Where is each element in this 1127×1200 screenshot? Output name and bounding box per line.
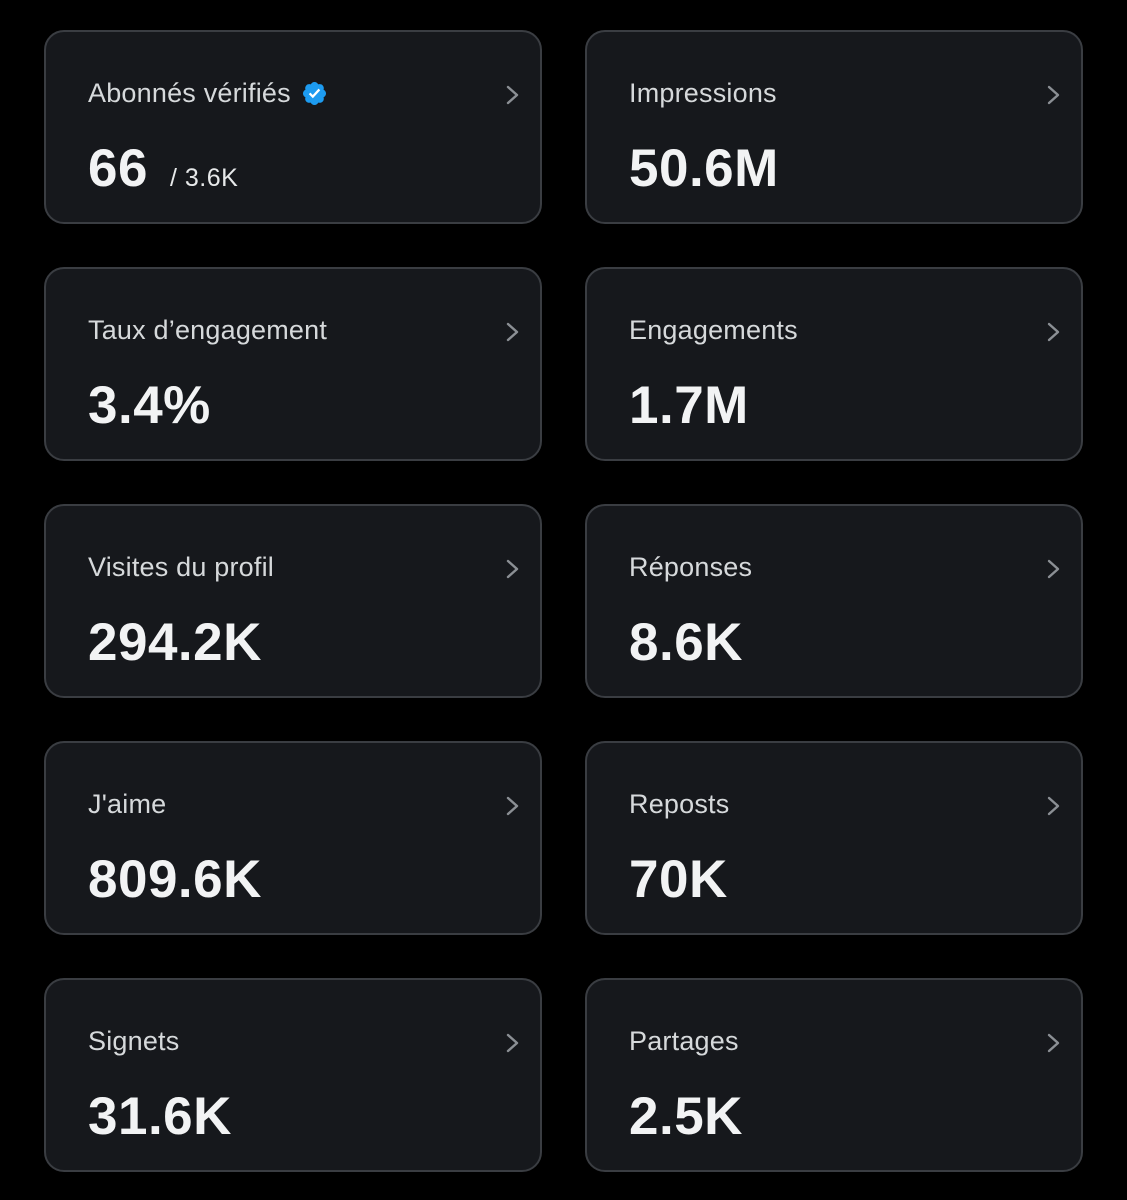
card-value: 294.2K (88, 613, 262, 672)
card-label: Réponses (629, 552, 753, 582)
card-label-row: Abonnés vérifiés (88, 78, 328, 109)
card-label: Visites du profil (88, 552, 274, 582)
card-value-row: 8.6K (629, 612, 743, 673)
card-value-row: 3.4% (88, 375, 211, 436)
chevron-right-icon (1045, 319, 1063, 345)
chevron-right-icon (504, 793, 522, 819)
card-label-row: Signets (88, 1026, 179, 1057)
card-shares[interactable]: Partages 2.5K (585, 978, 1083, 1172)
card-label: Impressions (629, 78, 777, 108)
chevron-right-icon (1045, 793, 1063, 819)
chevron-right-icon (1045, 556, 1063, 582)
card-label: Signets (88, 1026, 180, 1056)
card-value: 70K (629, 850, 728, 909)
chevron-right-icon (504, 556, 522, 582)
card-label-row: Réponses (629, 552, 752, 583)
card-value-row: 66 / 3.6K (88, 138, 238, 199)
card-bookmarks[interactable]: Signets 31.6K (44, 978, 542, 1172)
card-value: 50.6M (629, 139, 779, 198)
card-value-row: 1.7M (629, 375, 749, 436)
card-value-row: 70K (629, 849, 728, 910)
card-label: Engagements (629, 315, 798, 345)
card-label-row: Reposts (629, 789, 729, 820)
card-label-row: J'aime (88, 789, 166, 820)
card-value: 2.5K (629, 1087, 743, 1146)
card-sub-value: / 3.6K (169, 164, 239, 192)
card-label: Abonnés vérifiés (88, 78, 291, 108)
card-value-row: 809.6K (88, 849, 262, 910)
card-label-row: Taux d’engagement (88, 315, 327, 346)
card-value-row: 294.2K (88, 612, 262, 673)
card-value: 31.6K (88, 1087, 232, 1146)
card-engagement-rate[interactable]: Taux d’engagement 3.4% (44, 267, 542, 461)
card-value-row: 2.5K (629, 1086, 743, 1147)
card-value: 3.4% (88, 376, 211, 435)
card-likes[interactable]: J'aime 809.6K (44, 741, 542, 935)
verified-badge-icon (301, 80, 328, 107)
card-label-row: Impressions (629, 78, 777, 109)
chevron-right-icon (1045, 82, 1063, 108)
card-value: 809.6K (88, 850, 262, 909)
card-reposts[interactable]: Reposts 70K (585, 741, 1083, 935)
card-value-row: 31.6K (88, 1086, 232, 1147)
card-value: 66 (88, 139, 148, 198)
card-profile-visits[interactable]: Visites du profil 294.2K (44, 504, 542, 698)
card-value-row: 50.6M (629, 138, 779, 199)
chevron-right-icon (504, 1030, 522, 1056)
card-label: J'aime (88, 789, 167, 819)
card-impressions[interactable]: Impressions 50.6M (585, 30, 1083, 224)
card-label-row: Partages (629, 1026, 739, 1057)
card-value: 8.6K (629, 613, 743, 672)
card-replies[interactable]: Réponses 8.6K (585, 504, 1083, 698)
card-verified-followers[interactable]: Abonnés vérifiés 66 / 3.6K (44, 30, 542, 224)
card-label-row: Visites du profil (88, 552, 274, 583)
analytics-grid: Abonnés vérifiés 66 / 3.6K Impressions 5… (44, 30, 1083, 1172)
card-label: Reposts (629, 789, 730, 819)
card-value: 1.7M (629, 376, 749, 435)
card-label-row: Engagements (629, 315, 798, 346)
card-engagements[interactable]: Engagements 1.7M (585, 267, 1083, 461)
card-label: Taux d’engagement (88, 315, 328, 345)
chevron-right-icon (504, 319, 522, 345)
chevron-right-icon (504, 82, 522, 108)
chevron-right-icon (1045, 1030, 1063, 1056)
card-label: Partages (629, 1026, 739, 1056)
